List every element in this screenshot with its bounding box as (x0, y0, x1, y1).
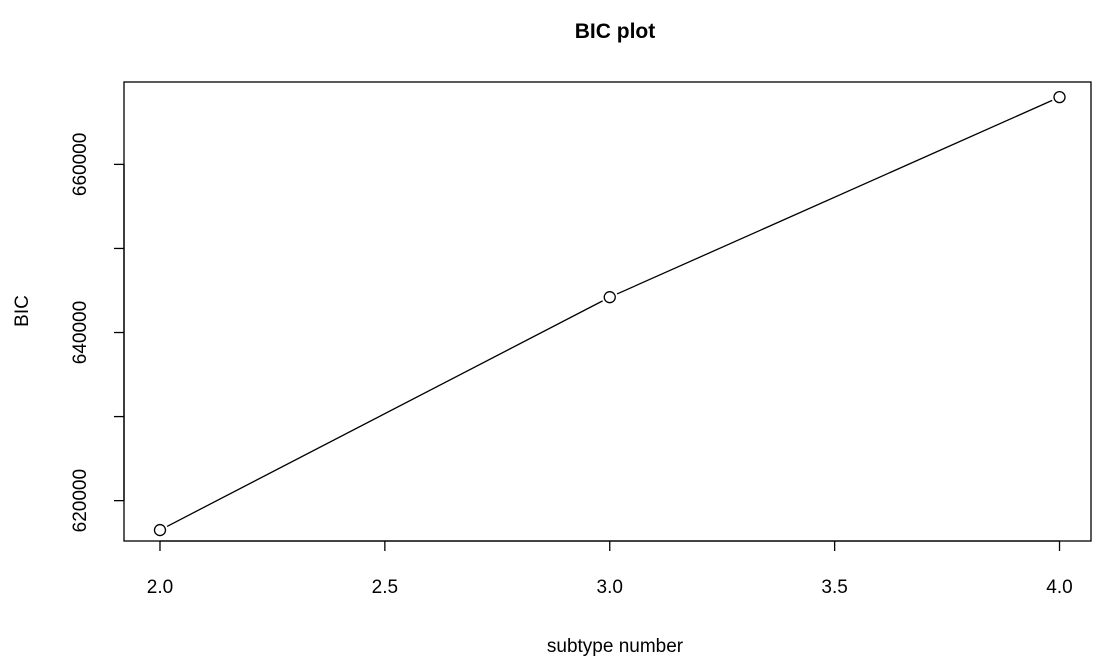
x-tick-label: 3.5 (821, 577, 847, 598)
chart-title: BIC plot (575, 20, 655, 43)
y-tick-label: 620000 (70, 469, 91, 532)
y-tick-label: 660000 (70, 133, 91, 196)
data-point (153, 523, 167, 537)
x-tick-label: 4.0 (1046, 577, 1072, 598)
series-layer (153, 90, 1066, 537)
x-tick-label: 2.5 (372, 577, 398, 598)
data-point (1053, 90, 1066, 104)
y-axis-label: BIC (12, 295, 33, 327)
y-tick-label: 640000 (70, 301, 91, 364)
x-axis-label: subtype number (547, 636, 684, 657)
series-line-segment (616, 99, 1053, 295)
data-point (603, 291, 616, 304)
x-tick-label: 3.0 (597, 577, 623, 598)
y-axis: 620000 640000 660000 (70, 133, 125, 532)
series-line-segment (166, 300, 603, 527)
x-axis: 2.0 2.5 3.0 3.5 4.0 (147, 540, 1073, 598)
x-tick-label: 2.0 (147, 577, 173, 598)
